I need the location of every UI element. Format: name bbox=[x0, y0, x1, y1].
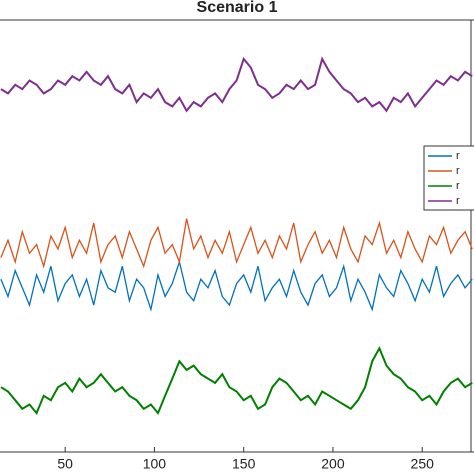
x-tick-label: 200 bbox=[321, 456, 345, 472]
series-line bbox=[0, 218, 473, 269]
chart-title: Scenario 1 bbox=[197, 0, 278, 16]
x-tick-label: 100 bbox=[143, 456, 167, 472]
x-tick-label: 250 bbox=[411, 456, 435, 472]
legend-label: r bbox=[456, 195, 460, 207]
legend-label: r bbox=[456, 165, 460, 177]
series-line bbox=[0, 259, 473, 312]
legend-label: r bbox=[456, 150, 460, 162]
x-tick-label: 150 bbox=[232, 456, 256, 472]
x-tick-label: 50 bbox=[57, 456, 73, 472]
series-line bbox=[0, 56, 473, 113]
legend-label: r bbox=[456, 180, 460, 192]
series-line bbox=[0, 345, 473, 416]
